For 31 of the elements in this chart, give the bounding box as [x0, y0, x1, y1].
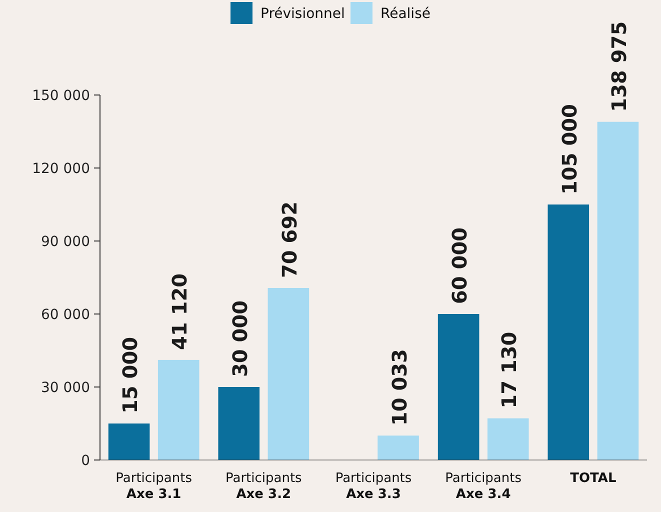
data-label: 30 000: [228, 300, 252, 377]
data-label: 17 130: [497, 332, 522, 408]
x-tick-label: Participants Axe 3.1: [116, 471, 192, 502]
bar: [378, 436, 419, 460]
legend-label: Prévisionnel: [260, 6, 345, 22]
x-tick-label: Participants Axe 3.3: [335, 471, 412, 502]
data-label: 41 120: [168, 273, 192, 350]
bar: [268, 288, 310, 460]
x-tick-label: Participants Axe 3.2: [225, 471, 302, 502]
x-tick-label: TOTAL: [570, 471, 616, 486]
bar: [108, 424, 150, 460]
y-tick-label: 120 000: [32, 160, 90, 177]
bar: [158, 360, 200, 460]
data-label: 60 000: [448, 227, 472, 304]
y-tick-label: 90 000: [41, 234, 90, 250]
legend-label: Réalisé: [380, 6, 430, 22]
bar: [548, 204, 590, 460]
data-label: 15 000: [118, 336, 142, 414]
bar: [218, 387, 260, 460]
y-tick-label: 150 000: [32, 88, 90, 104]
bar: [487, 418, 529, 460]
data-label: 70 692: [277, 201, 302, 278]
bar: [597, 122, 639, 460]
x-tick-label: Participants Axe 3.4: [445, 471, 522, 502]
y-tick-label: 60 000: [41, 306, 90, 323]
data-label: 10 033: [387, 349, 412, 426]
data-label: 138 975: [606, 21, 631, 112]
y-tick-label: 30 000: [41, 380, 90, 396]
bar: [438, 314, 480, 460]
y-tick-label: 0: [81, 452, 90, 469]
data-label: 105 000: [557, 104, 582, 194]
